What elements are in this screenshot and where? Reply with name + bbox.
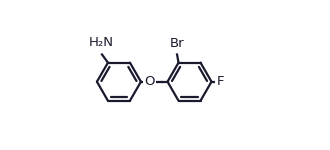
Text: F: F xyxy=(216,75,224,88)
Text: O: O xyxy=(144,75,154,88)
Text: Br: Br xyxy=(170,37,184,50)
Text: H₂N: H₂N xyxy=(89,36,114,49)
